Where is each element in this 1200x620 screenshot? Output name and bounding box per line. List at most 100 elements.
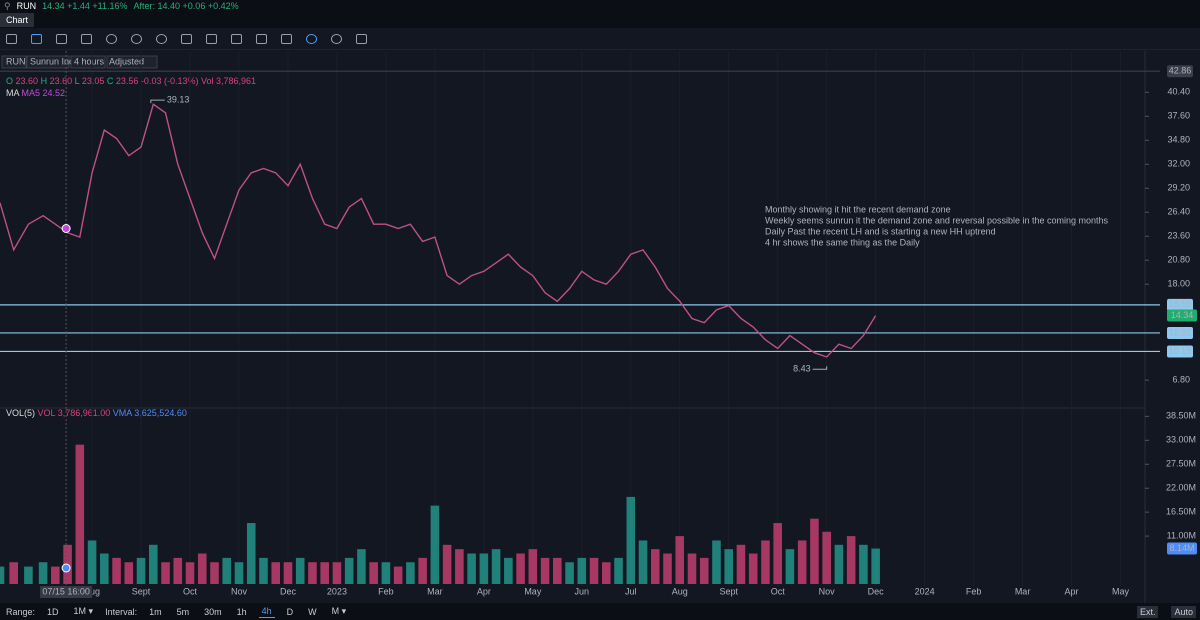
info-name: Sunrun Inc xyxy=(30,56,74,66)
legend-item: VOL(5) xyxy=(6,408,35,418)
volume-bar xyxy=(308,562,317,584)
volume-bar xyxy=(626,496,636,584)
legend-item: 3,786,961 xyxy=(216,76,256,86)
bottom-item[interactable]: 5m xyxy=(176,606,190,617)
volume-bar xyxy=(663,553,672,584)
volume-bar xyxy=(112,557,121,584)
high-label: 39.13 xyxy=(167,95,190,105)
bottom-item[interactable]: Auto xyxy=(1171,605,1196,618)
volume-bar xyxy=(430,505,440,584)
tool-icon[interactable] xyxy=(106,33,117,44)
volume-bar xyxy=(320,562,329,584)
volume-bar xyxy=(197,553,207,584)
x-tick-label: Dec xyxy=(868,586,885,596)
y-tick-label: 40.40 xyxy=(1167,87,1190,97)
price-line xyxy=(0,103,877,358)
volume-bar xyxy=(540,557,550,584)
y-tick-label: 27.50M xyxy=(1166,459,1196,469)
volume-bar xyxy=(75,444,85,584)
volume-bar xyxy=(455,549,464,584)
tool-icon[interactable] xyxy=(31,33,42,44)
x-tick-label: May xyxy=(1112,586,1130,596)
x-tick-label: Feb xyxy=(378,586,394,596)
volume-bar xyxy=(357,549,366,584)
x-tick-label: Oct xyxy=(771,586,786,596)
volume-bar xyxy=(650,549,660,584)
volume-bar xyxy=(369,562,378,584)
volume-bar xyxy=(124,562,134,584)
volume-bar xyxy=(736,544,746,584)
volume-bar xyxy=(222,557,232,584)
bottom-item[interactable]: 1h xyxy=(236,606,247,617)
volume-bar xyxy=(712,540,721,584)
tool-icon[interactable] xyxy=(81,33,92,44)
y-tick-label: 33.00M xyxy=(1166,435,1196,445)
volume-bar xyxy=(246,523,256,584)
x-tick-label: Sept xyxy=(719,586,738,596)
quote: 14.34 +1.44 +11.16% xyxy=(42,1,128,11)
y-tick-label: 37.60 xyxy=(1167,111,1190,121)
tool-icon[interactable] xyxy=(306,33,317,44)
info-box xyxy=(106,55,158,69)
after-hours: After: 14.40 +0.06 +0.42% xyxy=(133,1,239,11)
low-label: 8.43 xyxy=(793,364,811,374)
last-tag xyxy=(1167,542,1197,555)
legend-item: L xyxy=(75,76,80,86)
legend-item: VOL 3,786,961.00 xyxy=(38,408,111,418)
y-tick-label: 38.50M xyxy=(1166,411,1196,421)
tool-icon[interactable] xyxy=(331,33,342,44)
volume-bar xyxy=(271,562,281,584)
bottom-item[interactable]: W xyxy=(308,606,317,617)
chart-info: RUN Sunrun Inc 4 hours Adjusted xyxy=(1,55,158,69)
last-label: 14.34 xyxy=(1171,310,1194,320)
legend-item: 23.05 xyxy=(82,76,105,86)
legend-item: O xyxy=(6,76,13,86)
volume-bar xyxy=(602,562,611,584)
tool-icon[interactable] xyxy=(156,33,167,44)
bottom-item[interactable]: 1M ▾ xyxy=(73,606,94,616)
chart-bg xyxy=(0,51,1200,603)
volume-bar xyxy=(810,518,819,584)
bottom-item[interactable]: Ext. xyxy=(1136,605,1159,618)
legend-item: MA5 24.52 xyxy=(22,88,66,98)
tool-icon[interactable] xyxy=(6,33,17,44)
volume-bar xyxy=(295,557,305,584)
volume-bar xyxy=(687,553,697,584)
volume-bar xyxy=(210,562,219,584)
bottom-item[interactable]: 30m xyxy=(204,606,222,617)
tool-icon[interactable] xyxy=(206,33,217,44)
legend-item: 23.60 xyxy=(50,76,73,86)
volume-bar xyxy=(100,553,109,584)
x-tick-label: 2023 xyxy=(327,586,347,596)
x-tick-label: Feb xyxy=(966,586,982,596)
volume-bar xyxy=(0,566,5,584)
tool-icon[interactable] xyxy=(181,33,192,44)
tool-icon[interactable] xyxy=(131,33,142,44)
volume-bar xyxy=(553,557,562,584)
vol-legend: VOL(5) VOL 3,786,961.00 VMA 3,625,524.60 xyxy=(6,408,187,418)
tool-icon[interactable] xyxy=(356,33,367,44)
bottom-item[interactable]: 4h xyxy=(258,605,275,618)
search-icon[interactable]: ⚲ xyxy=(4,0,11,11)
volume-bar xyxy=(761,540,770,584)
bottom-item[interactable]: 1D xyxy=(47,606,59,617)
volume-bar xyxy=(859,544,868,584)
bottom-item[interactable]: M ▾ xyxy=(331,606,347,616)
y-tick-label: 16.50M xyxy=(1166,507,1196,517)
y-tick-label: 23.60 xyxy=(1167,231,1190,241)
tool-icon[interactable] xyxy=(256,33,267,44)
volume-bar xyxy=(259,557,268,584)
tool-icon[interactable] xyxy=(56,33,67,44)
bottom-item[interactable]: 1m xyxy=(149,606,162,617)
volume-bar xyxy=(773,523,782,584)
volume-bar xyxy=(234,562,244,584)
bottom-item[interactable]: D xyxy=(286,606,294,617)
chart-tab[interactable]: Chart xyxy=(0,13,35,27)
x-tick-label: Aug xyxy=(672,586,688,596)
level-tag xyxy=(1167,345,1193,358)
tool-icon[interactable] xyxy=(231,33,242,44)
volume-bar xyxy=(149,544,158,584)
x-tick-label: Nov xyxy=(819,586,836,596)
tool-icon[interactable] xyxy=(281,33,292,44)
annotation: Weekly seems sunrun it the demand zone a… xyxy=(765,215,1109,225)
